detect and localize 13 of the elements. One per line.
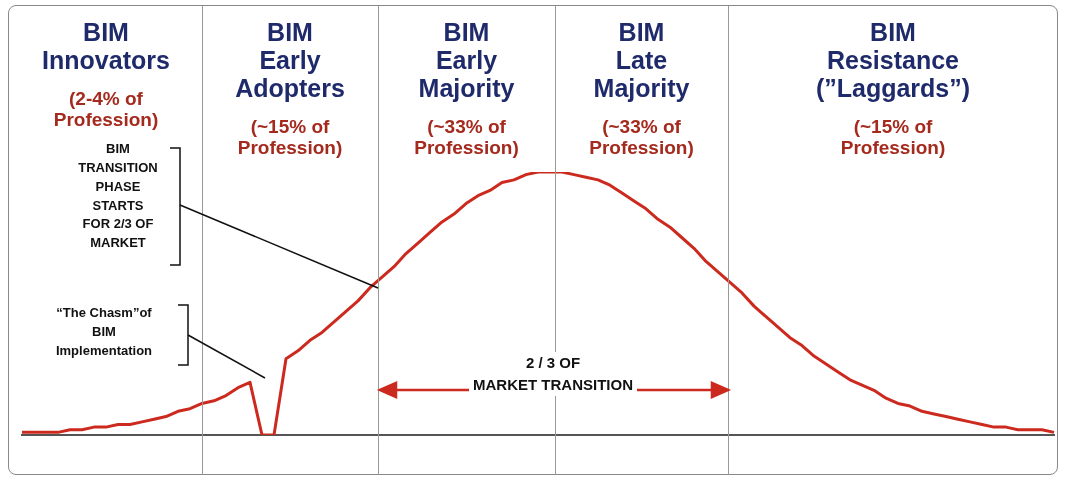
- text: BIM Innovators: [41, 18, 171, 74]
- text: (~15% of Profession): [236, 116, 344, 159]
- annotation: “The Chasm”of BIM Implementation: [54, 304, 154, 360]
- text: BIM Early Majority: [417, 18, 516, 102]
- text: BIM Early Adopters: [234, 18, 346, 102]
- annotation: BIM TRANSITION PHASE STARTS FOR 2/3 OF MARKET: [77, 140, 159, 253]
- text: (~33% of Profession): [413, 116, 520, 159]
- text: (2-4% of Profession): [52, 88, 160, 131]
- annotation: 2 / 3 OF MARKET TRANSITION: [469, 352, 637, 396]
- text: (~33% of Profession): [588, 116, 695, 159]
- text: BIM Resistance (”Laggards”): [814, 18, 972, 102]
- text: (~15% of Profession): [839, 116, 947, 159]
- text: BIM Late Majority: [592, 18, 691, 102]
